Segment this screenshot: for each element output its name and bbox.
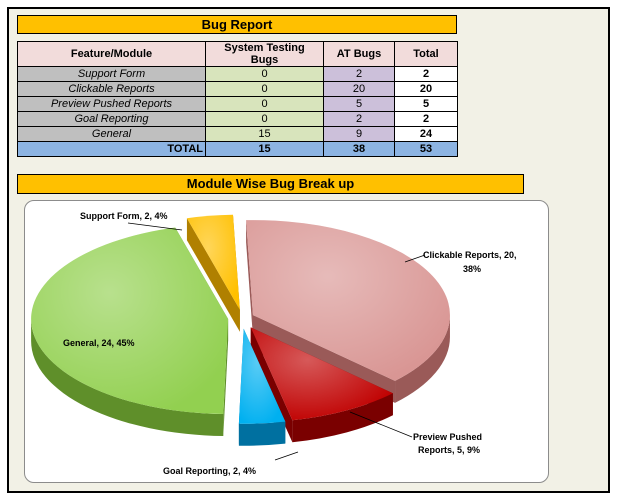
pie-side-goal-reporting <box>238 421 286 446</box>
table-header-row: Feature/Module System Testing Bugs AT Bu… <box>17 41 458 67</box>
pie-wall-general <box>223 319 229 437</box>
pie-shine-general <box>31 227 229 415</box>
pie-slice-preview-pushed-reports <box>250 327 393 443</box>
pie-shine-preview-pushed-reports <box>250 327 393 421</box>
pie-shine-support-form <box>186 214 240 310</box>
table-row: Goal Reporting 0 2 2 <box>17 111 458 127</box>
row-at: 9 <box>323 126 395 142</box>
pie-side-preview-pushed-reports <box>292 393 393 443</box>
pie-shine-clickable-reports <box>246 220 450 381</box>
total-at: 38 <box>323 141 395 157</box>
label-preview-pushed: Preview Pushed <box>413 432 482 442</box>
label-general: General, 24, 45% <box>63 338 135 348</box>
header-total: Total <box>394 41 458 67</box>
bug-report-title: Bug Report <box>17 15 457 34</box>
label-goal-reporting: Goal Reporting, 2, 4% <box>163 466 256 476</box>
bug-report-table: Feature/Module System Testing Bugs AT Bu… <box>17 41 458 157</box>
row-system: 0 <box>205 96 324 112</box>
chart-title: Module Wise Bug Break up <box>17 174 524 194</box>
total-system: 15 <box>205 141 324 157</box>
total-label: TOTAL <box>17 141 206 157</box>
row-feature: Clickable Reports <box>17 81 206 97</box>
row-feature: Support Form <box>17 66 206 82</box>
row-feature: Preview Pushed Reports <box>17 96 206 112</box>
pie-slice-general <box>31 227 229 437</box>
pie-side-general <box>31 319 224 437</box>
row-at: 5 <box>323 96 395 112</box>
total-total: 53 <box>394 141 458 157</box>
label-clickable-reports-pct: 38% <box>463 264 481 274</box>
pie-shine-goal-reporting <box>238 328 286 424</box>
pie-wall-clickable-reports <box>246 220 253 338</box>
pie-wall-support-form <box>186 218 240 332</box>
table-row: Support Form 0 2 2 <box>17 66 458 82</box>
label-clickable-reports: Clickable Reports, 20, <box>423 250 517 260</box>
pie-side-clickable-reports <box>395 315 450 403</box>
row-system: 0 <box>205 66 324 82</box>
row-at: 20 <box>323 81 395 97</box>
table-row: Preview Pushed Reports 0 5 5 <box>17 96 458 112</box>
pie-wall-preview-pushed-reports <box>250 327 293 443</box>
row-at: 2 <box>323 111 395 127</box>
label-support-form: Support Form, 2, 4% <box>80 211 168 221</box>
pie-slice-goal-reporting <box>238 328 286 446</box>
row-total: 2 <box>394 111 458 127</box>
label-preview-pushed-2: Reports, 5, 9% <box>418 445 480 455</box>
row-system: 0 <box>205 111 324 127</box>
table-total-row: TOTAL 15 38 53 <box>17 141 458 157</box>
row-total: 24 <box>394 126 458 142</box>
pie-slice-support-form <box>186 214 240 332</box>
pie-labels: Support Form, 2, 4% Clickable Reports, 2… <box>63 211 517 476</box>
row-total: 2 <box>394 66 458 82</box>
